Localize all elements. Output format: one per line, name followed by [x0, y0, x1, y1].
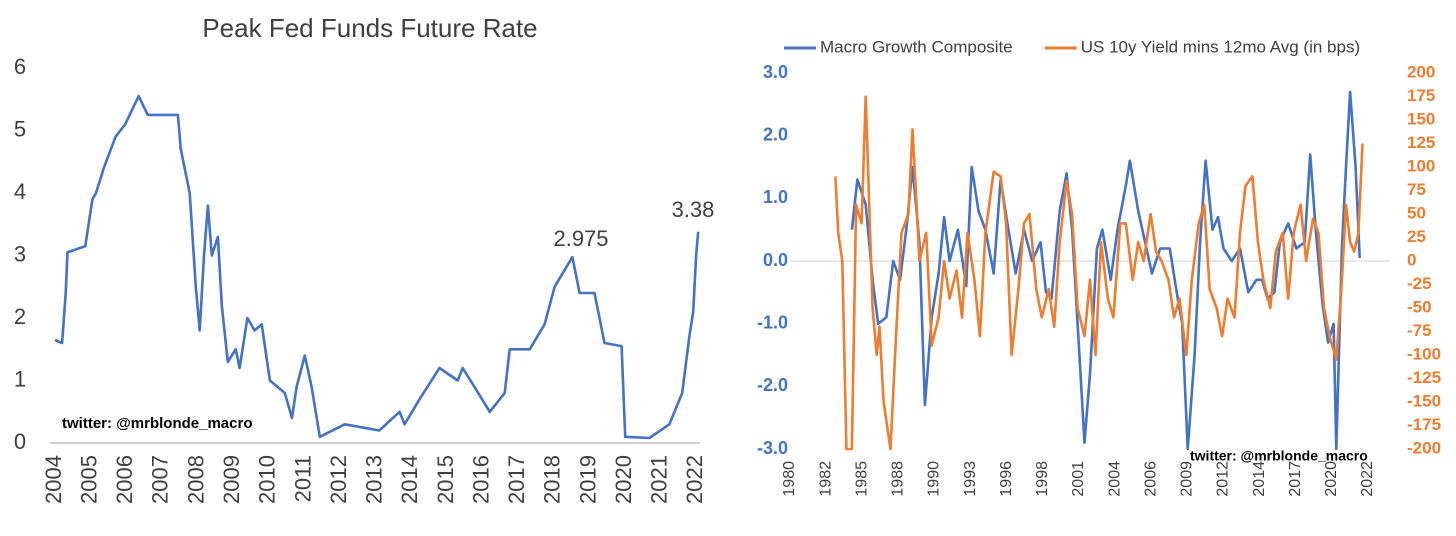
x-tick-label: 2014: [397, 455, 422, 504]
annotation: 2.975: [553, 226, 608, 251]
y2-tick-label: 0: [1407, 250, 1416, 269]
x-tick-label: 1988: [890, 461, 907, 497]
x-tick-label: 2007: [148, 455, 173, 504]
y-tick-label: 2.0: [763, 124, 788, 144]
y2-tick-label: 125: [1407, 133, 1435, 152]
legend-label: US 10y Yield mins 12mo Avg (in bps): [1081, 37, 1360, 56]
x-tick-label: 2009: [1179, 461, 1196, 497]
x-tick-label: 2017: [504, 455, 529, 504]
y-tick-label: -3.0: [757, 438, 788, 458]
x-tick-label: 1998: [1034, 461, 1051, 497]
x-tick-label: 2006: [112, 455, 137, 504]
y-tick-label: 0.0: [763, 250, 788, 270]
x-tick-label: 2001: [1070, 461, 1087, 497]
y-tick-label: 3.0: [763, 62, 788, 82]
x-tick-label: 1990: [926, 461, 943, 497]
x-tick-label: 1996: [998, 461, 1015, 497]
y-tick-label: 5: [14, 116, 26, 141]
x-tick-label: 2018: [540, 455, 565, 504]
y2-tick-label: -150: [1407, 391, 1441, 410]
x-tick-label: 2019: [575, 455, 600, 504]
x-tick-label: 2014: [1251, 461, 1268, 497]
y2-tick-label: 50: [1407, 203, 1426, 222]
y2-tick-label: 200: [1407, 62, 1435, 81]
x-tick-label: 2006: [1142, 461, 1159, 497]
x-tick-label: 2021: [647, 455, 672, 504]
y-tick-label: -1.0: [757, 312, 788, 332]
x-tick-label: 2008: [183, 455, 208, 504]
chart-title: Peak Fed Funds Future Rate: [202, 13, 537, 43]
y2-tick-label: -100: [1407, 344, 1441, 363]
x-tick-label: 1980: [781, 461, 798, 497]
x-tick-label: 2020: [1323, 461, 1340, 497]
x-tick-label: 2009: [219, 455, 244, 504]
x-tick-label: 1985: [853, 461, 870, 497]
x-tick-label: 2005: [76, 455, 101, 504]
y2-tick-label: -75: [1407, 321, 1432, 340]
x-tick-label: 2022: [682, 455, 707, 504]
y2-tick-label: 100: [1407, 156, 1435, 175]
y2-tick-label: -200: [1407, 438, 1441, 457]
x-tick-label: 2016: [468, 455, 493, 504]
series-line: [834, 95, 1364, 451]
x-tick-label: 2010: [255, 455, 280, 504]
annotation: twitter: @mrblonde_macro: [1190, 448, 1368, 464]
data-line: [54, 94, 700, 440]
x-tick-label: 2004: [1106, 461, 1123, 497]
x-tick-label: 2017: [1287, 461, 1304, 497]
x-tick-label: 2020: [611, 455, 636, 504]
x-tick-label: 2004: [41, 455, 66, 504]
y2-tick-label: -50: [1407, 297, 1432, 316]
annotation: twitter: @mrblonde_macro: [62, 415, 253, 432]
y2-tick-label: 150: [1407, 109, 1435, 128]
y2-tick-label: 175: [1407, 86, 1435, 105]
y-tick-label: 3: [14, 241, 26, 266]
x-tick-label: 1982: [817, 461, 834, 497]
x-tick-label: 2012: [1215, 461, 1232, 497]
y-tick-label: 6: [14, 54, 26, 79]
x-tick-label: 2011: [290, 455, 315, 502]
y2-tick-label: -25: [1407, 274, 1432, 293]
y-tick-label: -2.0: [757, 375, 788, 395]
y2-tick-label: -125: [1407, 368, 1441, 387]
x-tick-label: 2015: [433, 455, 458, 504]
annotation: 3.38: [672, 197, 715, 222]
y-tick-label: 0: [14, 429, 26, 454]
x-tick-label: 2012: [326, 455, 351, 504]
series-line: [850, 90, 1361, 451]
y-tick-label: 1.0: [763, 187, 788, 207]
y-tick-label: 2: [14, 304, 26, 329]
legend-label: Macro Growth Composite: [820, 37, 1013, 56]
y2-tick-label: 75: [1407, 180, 1426, 199]
y-tick-label: 4: [14, 179, 26, 204]
y2-tick-label: 25: [1407, 227, 1426, 246]
y-tick-label: 1: [14, 366, 26, 391]
x-tick-label: 1993: [962, 461, 979, 497]
x-tick-label: 2013: [362, 455, 387, 504]
x-tick-label: 2022: [1359, 461, 1376, 497]
y2-tick-label: -175: [1407, 415, 1441, 434]
